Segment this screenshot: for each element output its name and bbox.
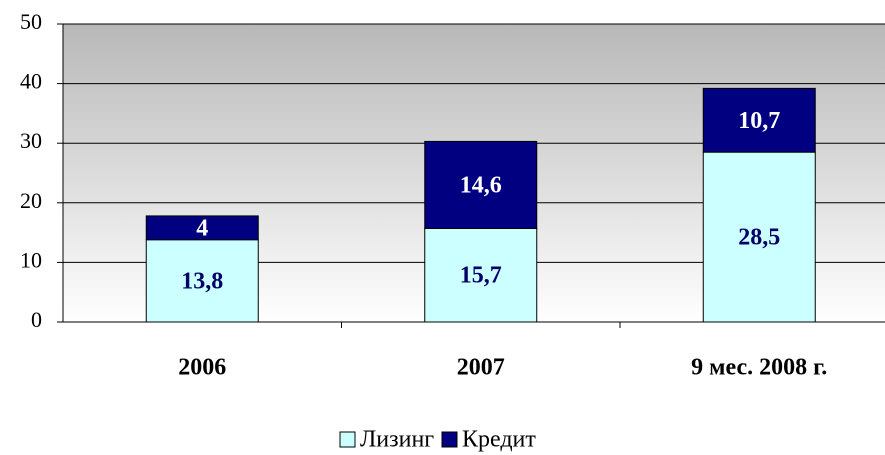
data-label: 13,8	[181, 268, 223, 294]
y-tick-label: 0	[31, 307, 42, 332]
x-tick-label: 9 мес. 2008 г.	[691, 355, 827, 381]
x-tick-label: 2007	[457, 355, 505, 381]
y-tick-label: 50	[20, 9, 42, 34]
y-tick-label: 20	[20, 188, 42, 213]
legend-swatch	[441, 431, 458, 448]
data-label: 28,5	[738, 225, 780, 251]
bar-segment	[424, 227, 538, 323]
data-label: 14,6	[460, 172, 502, 198]
y-tick-label: 30	[20, 128, 42, 153]
data-label: 10,7	[738, 108, 780, 134]
data-label: 15,7	[460, 263, 502, 289]
legend-label: Кредит	[462, 427, 536, 453]
bar-segment	[702, 87, 816, 153]
data-label: 4	[196, 215, 208, 241]
bar-segment	[145, 215, 259, 241]
y-tick-label: 10	[20, 247, 42, 272]
y-tick-label: 40	[20, 69, 42, 94]
legend-swatch	[339, 431, 356, 448]
x-tick-label: 2006	[178, 355, 226, 381]
legend-label: Лизинг	[360, 427, 434, 453]
bar-segment	[145, 239, 259, 323]
bar-segment	[424, 140, 538, 229]
